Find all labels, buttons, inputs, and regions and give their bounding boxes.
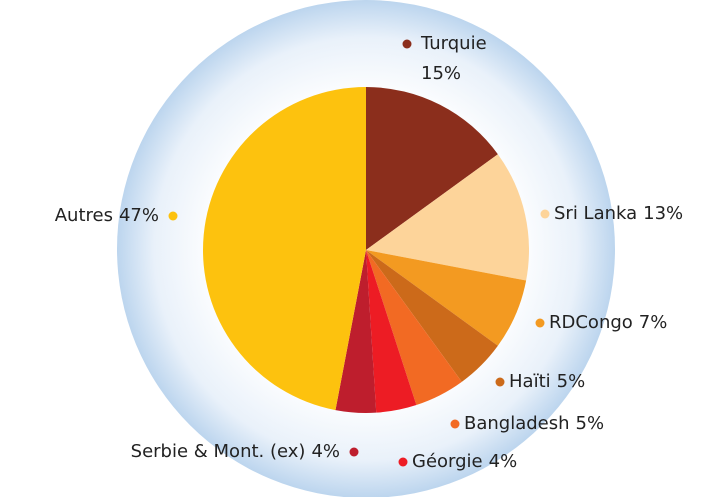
slice-value: 4% — [489, 451, 518, 472]
slice-label: Turquie — [420, 33, 487, 54]
slice-value: 13% — [643, 203, 683, 224]
pie-slice — [202, 86, 366, 411]
slice-name: Serbie & Mont. (ex) — [131, 441, 306, 462]
pie-slice — [366, 87, 498, 250]
legend-dot — [535, 318, 545, 328]
slice-name: Autres — [55, 205, 113, 226]
slice-value: 4% — [311, 441, 340, 462]
slice-value: 5% — [557, 371, 586, 392]
slice-label: Géorgie 4% — [412, 451, 517, 472]
slice-name: Haïti — [509, 371, 551, 392]
slice-label: Serbie & Mont. (ex) 4% — [131, 441, 340, 462]
pie-slice — [366, 250, 527, 346]
pie-slice — [366, 250, 462, 406]
slice-label: Autres 47% — [55, 205, 159, 226]
slice-value: 15% — [421, 63, 461, 84]
legend-dot — [495, 377, 505, 387]
slice-name: Bangladesh — [464, 413, 570, 434]
slice-label: Haïti 5% — [509, 371, 585, 392]
slice-value: 5% — [576, 413, 605, 434]
legend-dot — [402, 39, 412, 49]
pie-slice — [366, 154, 529, 281]
slice-label: Sri Lanka 13% — [554, 203, 683, 224]
legend-dot — [168, 211, 178, 221]
slice-value: 7% — [639, 312, 668, 333]
slice-label: Bangladesh 5% — [464, 413, 604, 434]
slice-name: RDCongo — [549, 312, 633, 333]
legend-dot — [398, 457, 408, 467]
legend-dot — [349, 447, 359, 457]
slice-label: RDCongo 7% — [549, 312, 667, 333]
pie-slice — [366, 250, 498, 382]
legend-dot — [540, 209, 550, 219]
pie-slice — [335, 250, 377, 413]
slice-value: 47% — [119, 205, 159, 226]
pie-slice — [366, 250, 417, 413]
slice-name: Sri Lanka — [554, 203, 637, 224]
slice-name: Géorgie — [412, 451, 483, 472]
legend-dot — [450, 419, 460, 429]
